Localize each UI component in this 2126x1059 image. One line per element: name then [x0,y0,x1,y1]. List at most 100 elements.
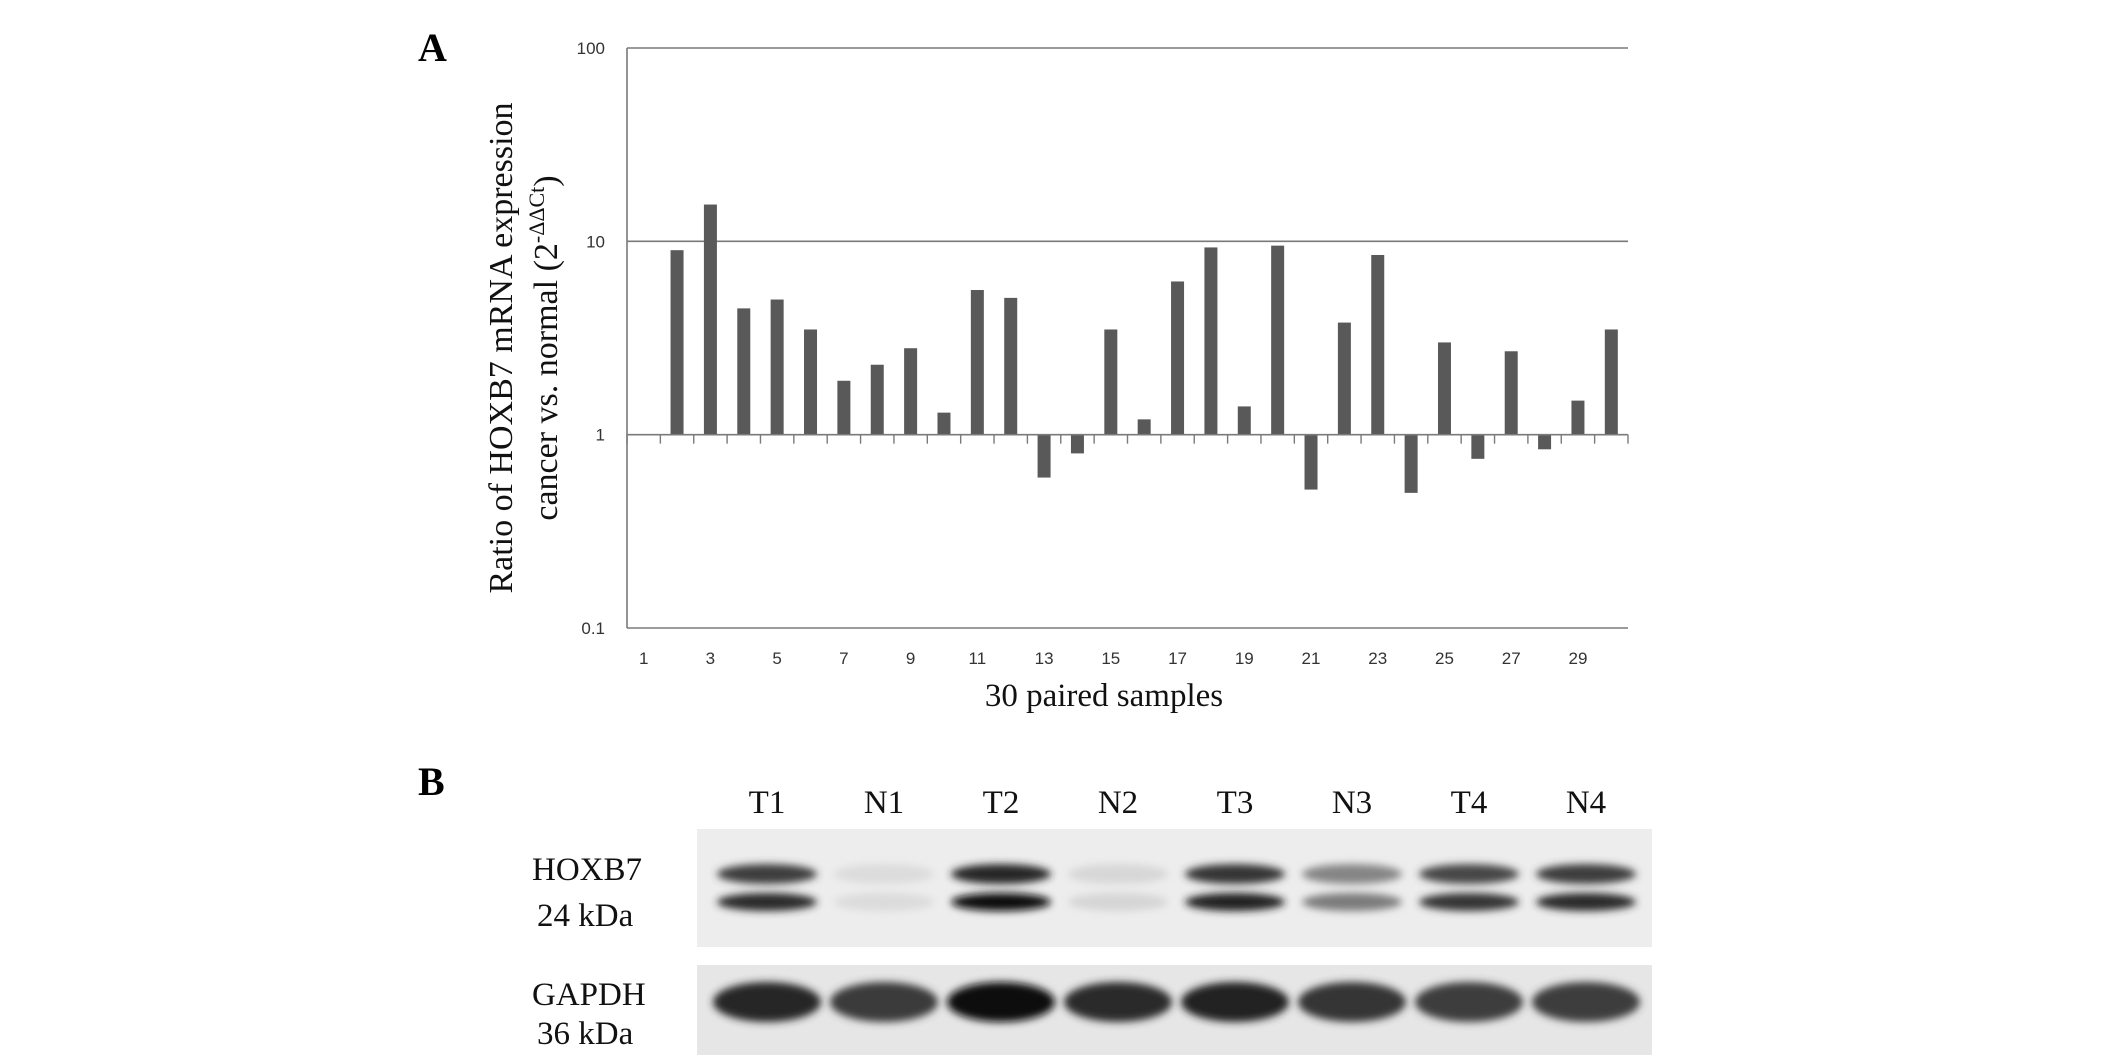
bar-sample-24 [1404,434,1418,493]
bar-sample-15 [1104,329,1118,435]
y-tick-label: 1 [596,426,605,445]
hoxb7-band-lower-t1 [717,893,817,911]
bar-sample-22 [1337,322,1351,435]
lane-label-n4: N4 [1565,785,1607,821]
bar-sample-19 [1237,406,1251,435]
x-tick-label: 9 [906,649,915,668]
bar-sample-28 [1538,434,1552,450]
lane-label-t2: T2 [982,785,1020,821]
y-axis-label-line2-suffix: ) [528,175,565,186]
x-tick-label: 3 [706,649,715,668]
hoxb7-band-upper-t4 [1419,864,1519,884]
hoxb7-band-upper-n2 [1068,864,1168,884]
x-tick-label: 21 [1302,649,1321,668]
blot-bands [713,864,1640,1022]
bar-sample-10 [937,412,951,435]
panel-b-label: B [418,759,445,804]
bar-sample-13 [1037,434,1051,478]
bar-sample-17 [1171,281,1185,435]
x-tick-label: 11 [969,649,987,668]
x-tick-label: 27 [1502,649,1521,668]
hoxb7-band-upper-t1 [717,864,817,884]
x-tick-label: 15 [1101,649,1120,668]
gapdh-band-t4 [1415,982,1523,1022]
y-axis-label-superscript: -ΔΔCt [524,187,549,243]
hoxb7-band-upper-n1 [834,864,934,884]
x-tick-label: 29 [1568,649,1587,668]
y-tick-labels: 0.1 1 10 100 [577,39,605,638]
lane-label-t3: T3 [1216,785,1254,821]
bar-sample-20 [1271,245,1285,435]
bar-sample-7 [837,380,851,435]
bars [670,204,1618,493]
y-tick-label: 100 [577,39,605,58]
bar-sample-14 [1070,434,1084,454]
hoxb7-band-lower-n3 [1302,893,1402,911]
gapdh-band-t1 [713,982,821,1022]
hoxb7-band-lower-t2 [951,893,1051,911]
bar-sample-6 [804,329,818,435]
hoxb7-band-lower-t4 [1419,893,1519,911]
gapdh-band-t3 [1181,982,1289,1022]
hoxb7-protein-label: HOXB7 [532,852,643,888]
x-tick-label: 7 [839,649,848,668]
hoxb7-blot-strip [697,829,1652,947]
y-axis-label-line2: cancer vs. normal (2-ΔΔCt) [524,175,565,520]
x-tick-label: 13 [1035,649,1054,668]
bar-sample-12 [1004,297,1018,435]
gapdh-protein-label: GAPDH [532,977,646,1013]
gapdh-band-n1 [830,982,938,1022]
hoxb7-size-label: 24 kDa [537,898,634,934]
gapdh-blot-strip [697,965,1652,1055]
y-axis-label: Ratio of HOXB7 mRNA expression cancer vs… [483,102,565,593]
lane-label-n1: N1 [863,785,905,821]
lane-label-n3: N3 [1331,785,1373,821]
bar-sample-25 [1437,342,1451,435]
y-axis-label-line2-prefix: cancer vs. normal (2 [528,243,565,521]
gapdh-size-label: 36 kDa [537,1016,634,1052]
bar-sample-3 [703,204,717,435]
hoxb7-band-lower-n2 [1068,893,1168,911]
x-axis-label: 30 paired samples [985,678,1223,714]
hoxb7-band-upper-t3 [1185,864,1285,884]
y-tick-label: 10 [586,232,605,251]
gapdh-band-n4 [1532,982,1640,1022]
x-tick-label: 1 [639,649,648,668]
bar-sample-5 [770,299,784,435]
gapdh-band-n3 [1298,982,1406,1022]
bar-sample-9 [904,348,918,435]
x-tick-label: 17 [1168,649,1187,668]
bar-sample-16 [1137,419,1151,435]
x-tick-labels: 1 3 5 7 9 11 13 15 17 19 21 23 25 27 29 [639,649,1587,668]
gapdh-band-n2 [1064,982,1172,1022]
lane-label-n2: N2 [1097,785,1139,821]
hoxb7-band-lower-n1 [834,893,934,911]
bar-sample-18 [1204,247,1218,435]
bar-sample-21 [1304,434,1318,490]
x-tick-label: 19 [1235,649,1254,668]
y-axis-label-line1: Ratio of HOXB7 mRNA expression [483,102,520,593]
x-tick-label: 23 [1368,649,1387,668]
hoxb7-band-upper-t2 [951,864,1051,884]
bar-sample-2 [670,250,684,435]
bar-sample-11 [970,290,984,435]
x-tick-label: 5 [772,649,781,668]
gapdh-band-t2 [947,982,1055,1022]
hoxb7-band-upper-n4 [1536,864,1636,884]
bar-sample-8 [870,364,884,435]
bar-sample-4 [737,308,751,435]
y-tick-label: 0.1 [581,619,605,638]
hoxb7-band-lower-n4 [1536,893,1636,911]
gridlines [627,47,1628,629]
lane-label-t4: T4 [1450,785,1488,821]
lane-label-t1: T1 [748,785,786,821]
axes [626,48,1629,628]
bar-sample-26 [1471,434,1485,459]
hoxb7-band-upper-n3 [1302,864,1402,884]
bar-sample-23 [1371,254,1385,435]
hoxb7-band-lower-t3 [1185,893,1285,911]
bar-sample-30 [1604,329,1618,435]
bar-sample-29 [1571,400,1585,435]
